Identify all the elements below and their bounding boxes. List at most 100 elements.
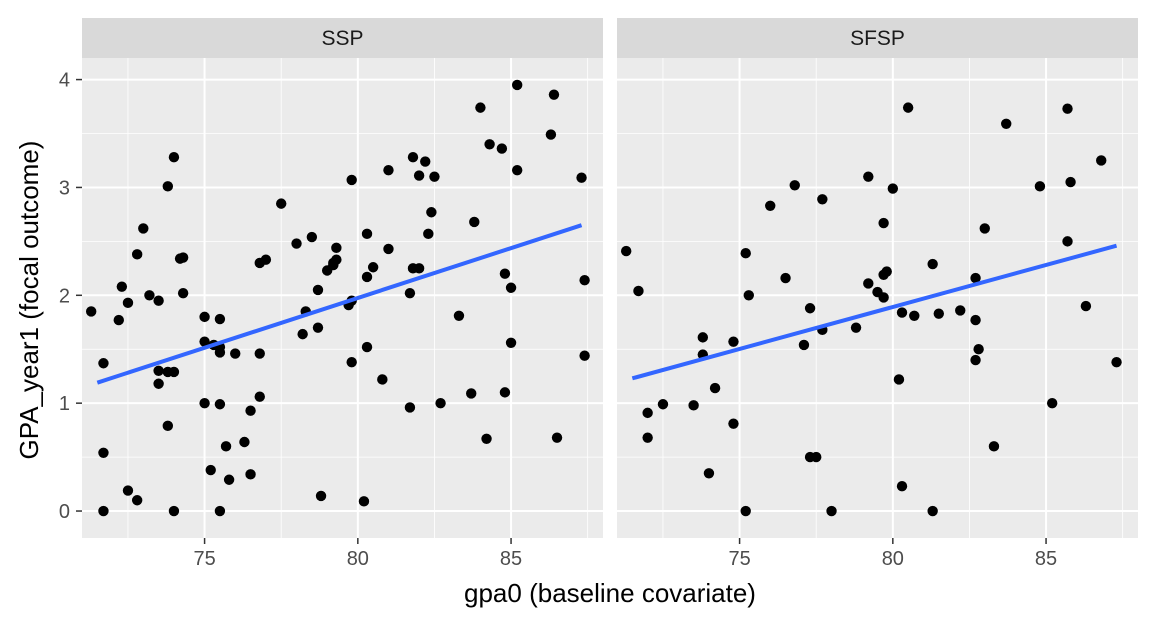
data-point [230,348,241,359]
x-tick-label: 85 [500,548,522,570]
data-point [199,397,210,409]
data-point [205,464,216,476]
data-point [162,420,174,432]
data-point [413,170,425,181]
data-point [346,356,357,368]
data-point [548,89,560,100]
data-point [970,272,981,284]
data-point [413,263,425,274]
data-point [955,305,966,316]
data-point [850,322,862,333]
data-point [153,378,164,389]
fit-line [631,243,1118,381]
data-point [933,308,944,319]
data-point [254,348,265,359]
data-point [881,266,892,277]
facet-label: SFSP [850,27,905,50]
data-point [728,418,739,429]
data-point [765,200,776,211]
data-point [98,505,109,517]
data-point [297,328,308,340]
data-point [893,374,905,385]
data-point [1001,118,1012,129]
data-point [358,496,370,507]
fit-line [96,223,583,385]
data-point [902,102,914,113]
y-tick-label: 0 [59,501,70,523]
data-point [703,468,715,479]
data-point [153,365,164,377]
data-point [312,322,324,333]
data-point [740,248,751,259]
data-point [579,350,590,361]
data-point [927,258,938,270]
data-point [220,441,232,452]
data-point [988,441,1000,452]
data-point [579,275,590,286]
data-point [239,436,250,448]
data-point [878,217,889,229]
data-point [214,505,226,517]
data-point [223,474,235,485]
data-point [214,399,226,410]
data-point [361,341,373,353]
data-point [383,164,394,176]
data-point [511,164,523,176]
data-point [254,391,265,402]
data-point [423,228,434,240]
data-point [484,139,495,150]
data-point [199,336,210,347]
data-point [817,194,828,205]
x-tick-label: 85 [1035,548,1057,570]
data-point [144,290,155,301]
data-point [657,399,669,410]
data-point [312,284,324,296]
data-point [1034,181,1046,192]
data-point [505,337,517,348]
data-point [927,505,938,517]
data-point [131,249,143,260]
data-point [970,354,981,366]
data-point [162,181,174,192]
data-point [642,407,653,419]
data-point [789,180,800,191]
x-tick-label: 80 [347,548,369,570]
data-point [404,402,416,413]
data-point [331,254,342,265]
panel-ssp: SSP 75 80 85 0 1 2 3 4 [59,18,603,570]
data-point [481,433,492,444]
data-point [245,405,256,416]
data-point [98,358,109,369]
data-point [291,238,302,249]
data-point [499,268,511,279]
data-point [743,290,754,301]
data-point [811,451,822,463]
data-point [709,382,721,394]
y-tick-label: 4 [59,70,70,92]
data-point [383,243,394,255]
data-point [780,272,791,284]
data-point [404,287,416,299]
data-point [331,242,342,254]
data-point [85,306,97,317]
data-point [426,207,437,218]
data-point [177,252,189,263]
data-point [199,311,210,323]
facet-strip [617,18,1138,58]
data-point [576,172,587,183]
x-axis-title: gpa0 (baseline covariate) [464,578,756,608]
facet-strip [82,18,603,58]
panel-background [617,58,1138,538]
data-point [551,432,563,443]
data-point [496,143,508,154]
data-point [475,102,486,113]
data-point [177,287,189,299]
data-point [620,245,632,257]
facet-label: SSP [321,27,363,50]
data-point [453,310,465,321]
x-tick-label: 75 [728,548,750,570]
data-point [545,129,557,140]
data-point [804,303,816,314]
data-point [214,347,226,358]
data-point [367,262,379,273]
